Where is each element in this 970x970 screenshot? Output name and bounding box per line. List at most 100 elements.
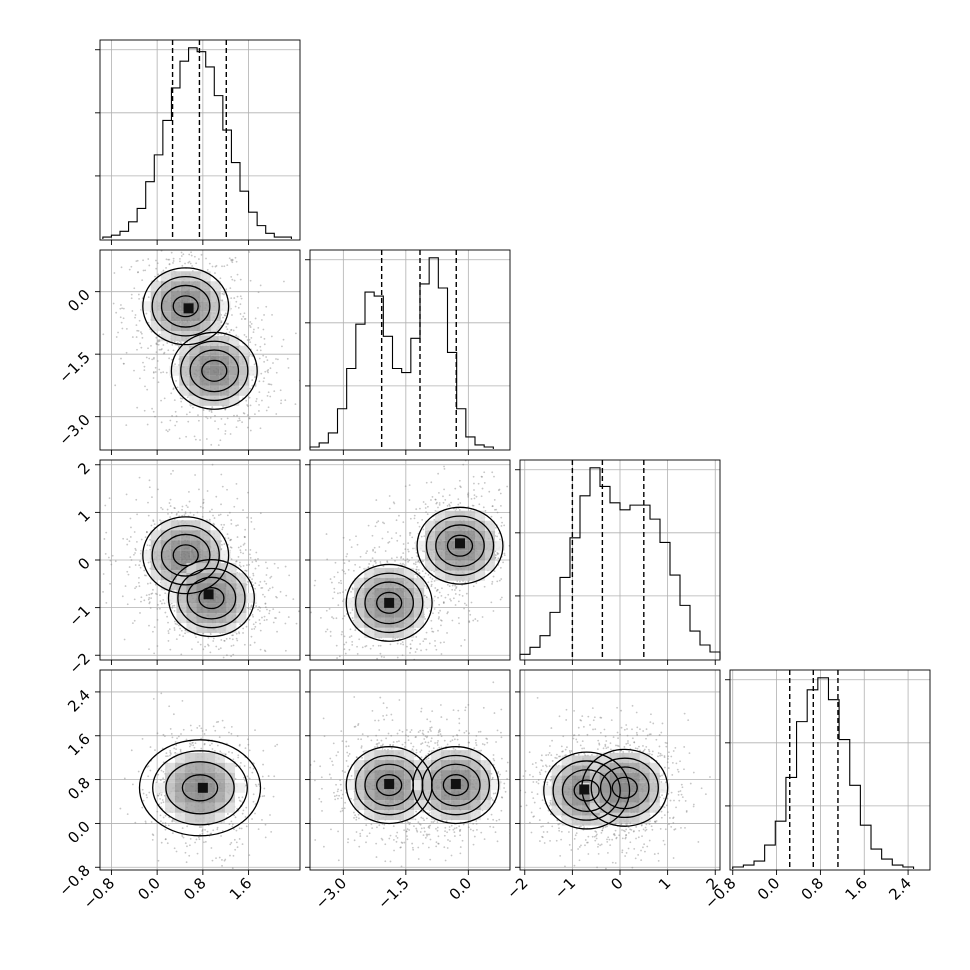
sample-point [493, 499, 496, 501]
density-contour [198, 587, 225, 610]
sample-point [369, 560, 372, 563]
sample-point [219, 439, 222, 442]
sample-point [238, 796, 240, 799]
sample-point [142, 259, 144, 262]
sample-point [480, 475, 483, 478]
sample-point [197, 451, 199, 453]
sample-point [144, 385, 146, 388]
sample-point [333, 576, 336, 578]
sample-point [152, 630, 154, 633]
sample-point [245, 825, 248, 828]
sample-point [153, 626, 156, 629]
sample-point [143, 409, 146, 412]
sample-point [475, 495, 478, 498]
sample-point [446, 847, 449, 849]
sample-point [448, 503, 451, 506]
sample-point [481, 475, 483, 478]
sample-point [473, 482, 475, 485]
sample-point [121, 307, 123, 310]
sample-point [248, 396, 251, 399]
sample-point [270, 575, 273, 578]
sample-point [148, 479, 151, 482]
sample-point [198, 488, 200, 491]
sample-point [326, 628, 329, 631]
sample-point [369, 647, 372, 650]
histogram-panel-0 [95, 39, 301, 245]
sample-point [152, 834, 155, 837]
sample-point [349, 628, 352, 631]
sample-point [262, 593, 264, 596]
sample-point [470, 497, 473, 500]
sample-point [263, 787, 266, 790]
sample-point [149, 769, 152, 772]
sample-point [412, 562, 415, 565]
sample-point [261, 775, 264, 778]
density-cell [465, 550, 475, 561]
sample-point [159, 594, 161, 597]
density-cell [226, 623, 237, 634]
sample-point [232, 644, 235, 647]
sample-point [407, 542, 410, 545]
sample-point [355, 535, 357, 538]
sample-point [343, 635, 346, 638]
sample-point [145, 794, 148, 796]
sample-point [169, 751, 172, 754]
sample-point [230, 258, 233, 261]
sample-point [447, 611, 449, 613]
sample-point [313, 760, 316, 763]
sample-point [423, 638, 426, 640]
sample-point [245, 625, 248, 628]
density-cell [210, 530, 221, 541]
sample-point [238, 799, 241, 802]
sample-point [180, 251, 183, 254]
histogram-bar [754, 861, 765, 869]
sample-point [263, 343, 266, 346]
sample-point [435, 590, 438, 592]
sample-point [416, 575, 419, 578]
sample-point [384, 860, 387, 863]
sample-point [246, 775, 249, 778]
sample-point [214, 265, 217, 268]
sample-point [150, 524, 153, 527]
histogram-panel-2 [515, 459, 721, 665]
sample-point [276, 596, 278, 599]
density-cell [190, 540, 201, 551]
sample-point [471, 504, 474, 507]
sample-point [163, 735, 166, 738]
sample-point [249, 429, 252, 432]
histogram-panel-3: −0.8 0.0 0.8 1.6 2.4 [701, 669, 931, 913]
sample-point [109, 559, 112, 562]
sample-point [194, 742, 197, 745]
sample-point [172, 713, 175, 716]
sample-point [166, 430, 169, 433]
density-cell [215, 772, 225, 783]
sample-point [264, 836, 267, 839]
sample-point [184, 632, 186, 635]
sample-point [158, 368, 161, 371]
sample-point [395, 532, 398, 534]
density-cell [210, 550, 221, 561]
density-cell [445, 540, 455, 551]
histogram-bar [249, 212, 258, 239]
sample-point [167, 630, 170, 632]
sample-point [246, 516, 249, 519]
sample-point [287, 616, 290, 618]
density-contour [181, 774, 219, 802]
sample-point [264, 370, 267, 373]
sample-point [257, 828, 260, 831]
sample-point [497, 557, 500, 560]
density-cell [160, 331, 171, 342]
sample-point [255, 551, 258, 554]
sample-point [313, 584, 316, 587]
sample-point [248, 338, 251, 341]
sample-point [365, 644, 368, 647]
sample-point [126, 543, 129, 546]
sample-point [130, 297, 133, 300]
density-contour [165, 761, 235, 815]
sample-point [240, 297, 243, 300]
sample-point [139, 612, 141, 614]
sample-point [273, 775, 276, 778]
sample-point [396, 556, 398, 559]
sample-point [276, 358, 279, 361]
density-cell [445, 510, 455, 521]
